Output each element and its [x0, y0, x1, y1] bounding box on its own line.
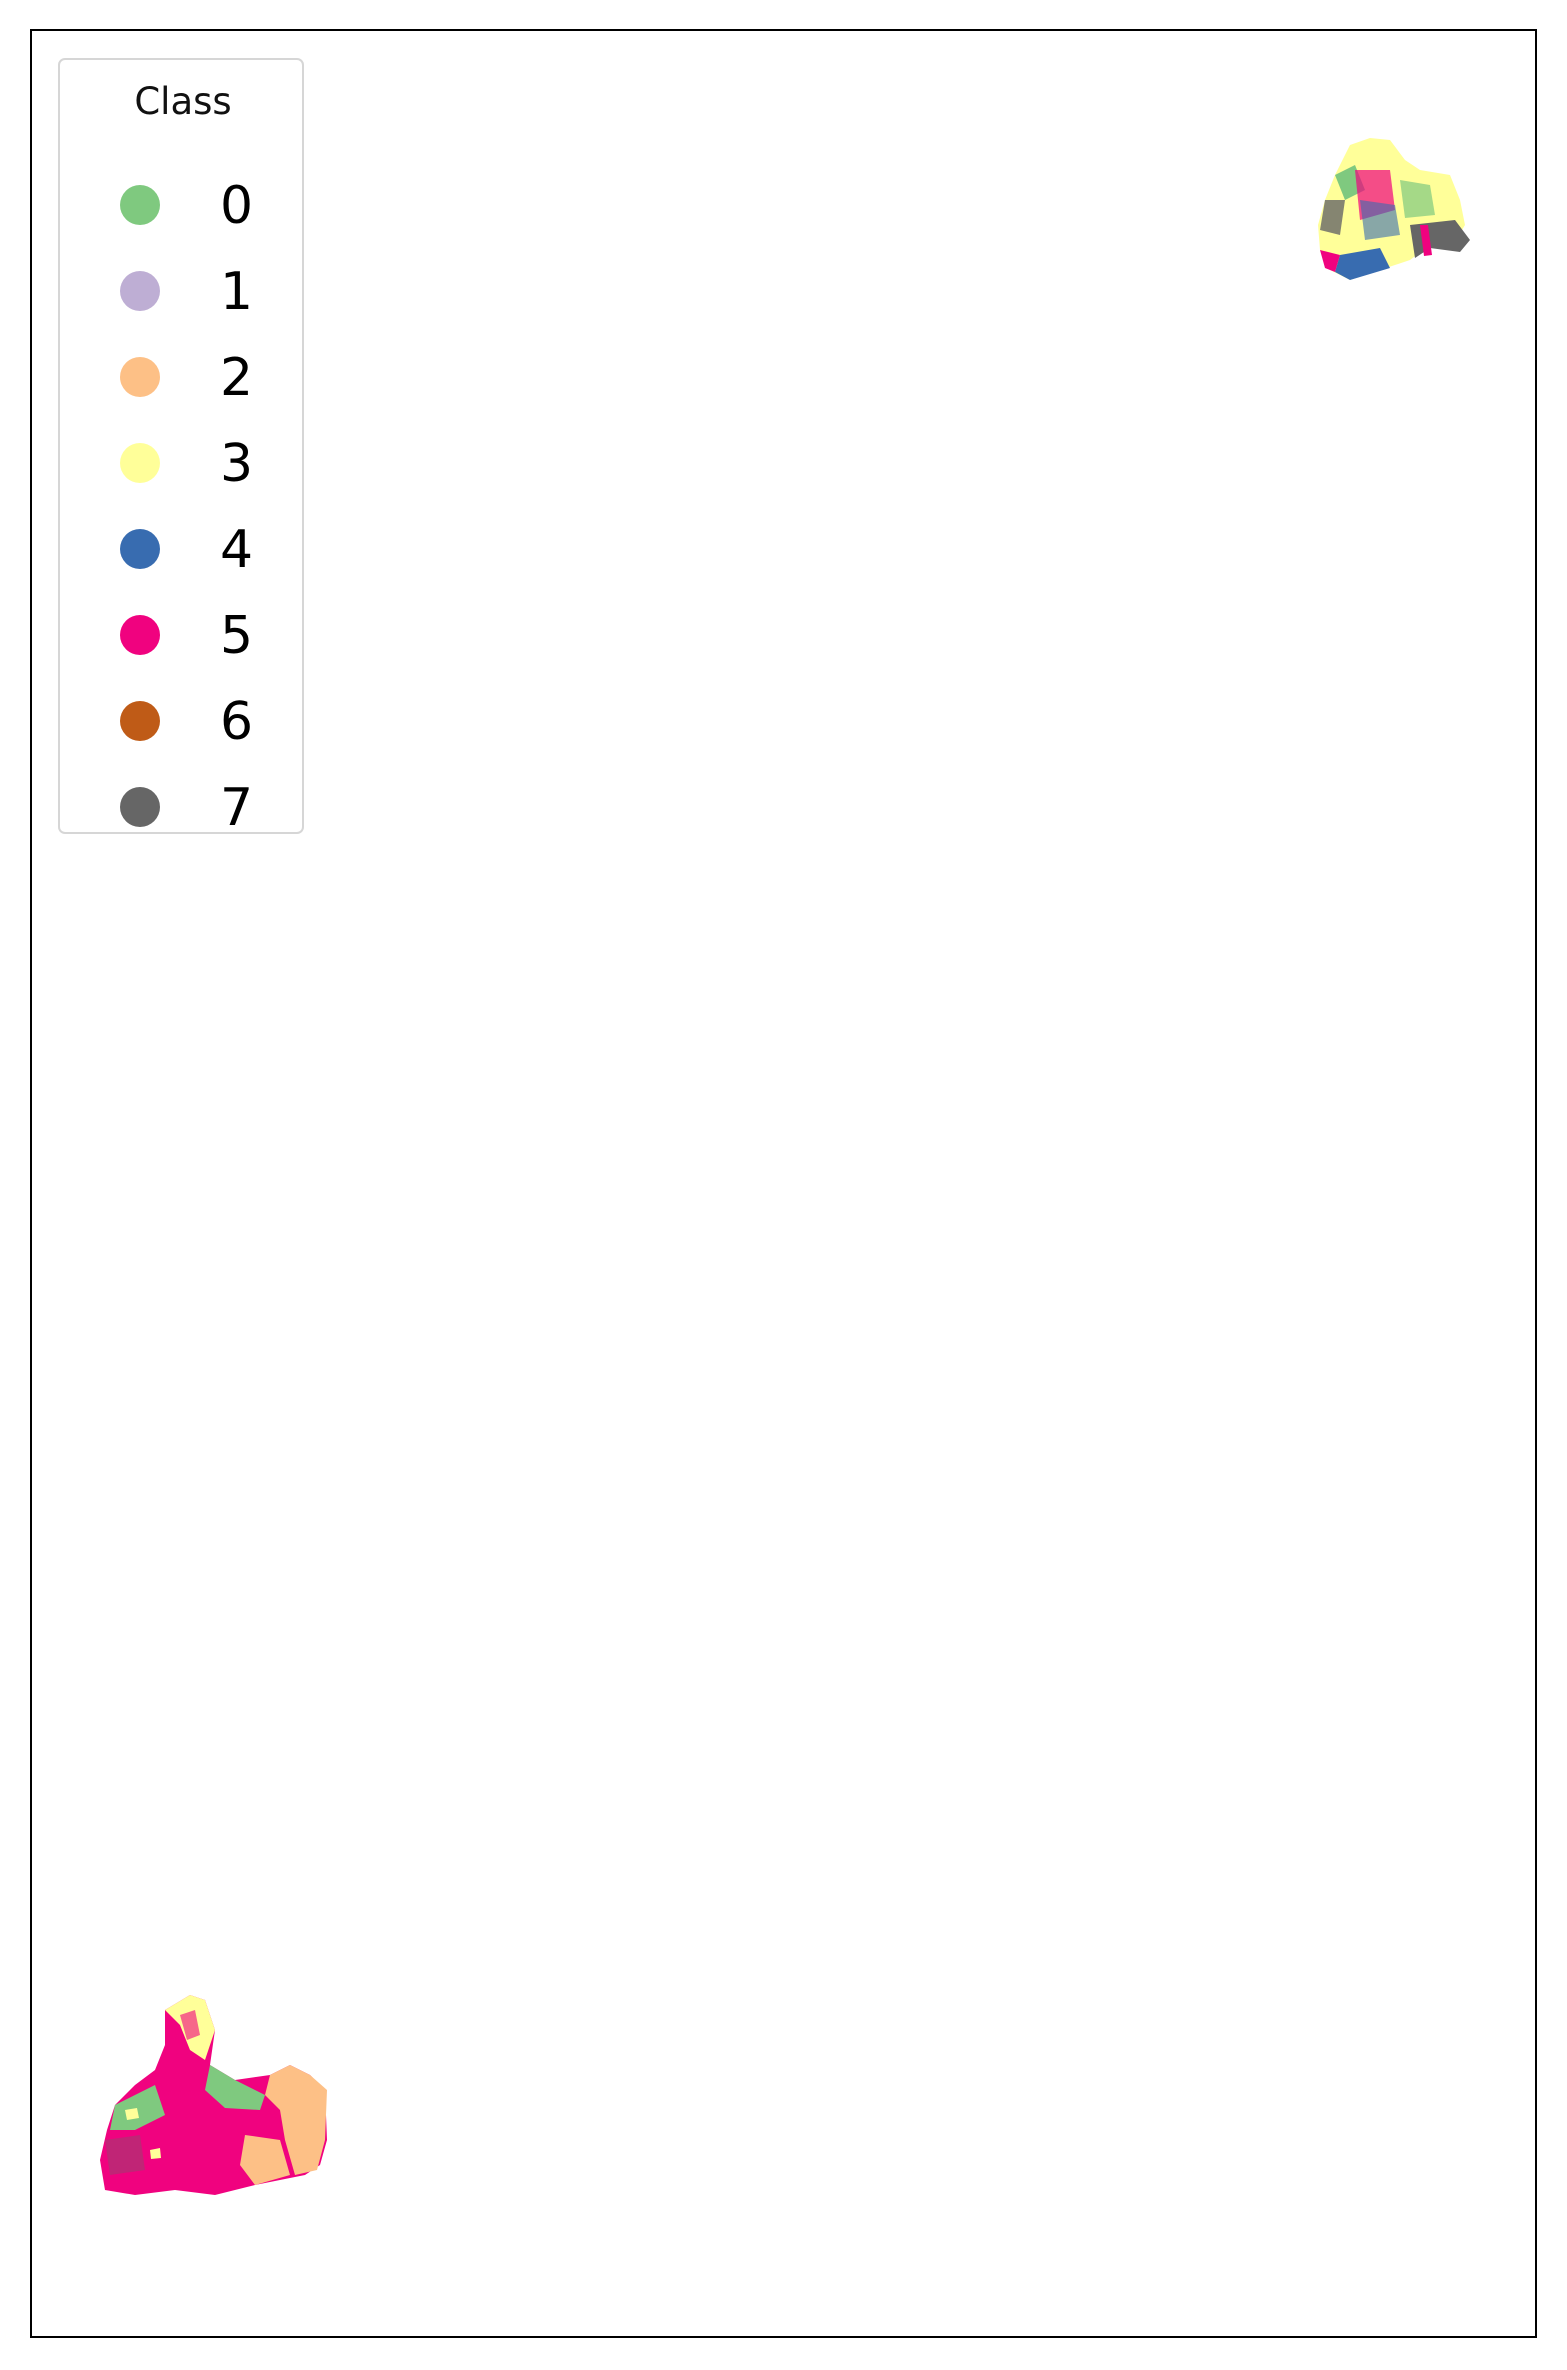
legend-title: Class — [134, 80, 232, 123]
legend-label-3: 3 — [220, 434, 254, 494]
region-bottom-left-peach-south — [240, 2135, 290, 2185]
legend-swatch-0 — [120, 185, 160, 225]
legend-label-6: 6 — [220, 692, 254, 752]
legend-item-1: 1 — [60, 262, 306, 322]
legend-swatch-4 — [120, 529, 160, 569]
region-top-right-blue — [1335, 248, 1390, 280]
legend-swatch-7 — [120, 787, 160, 827]
legend-label-4: 4 — [220, 520, 254, 580]
region-bottom-left-peach-east — [265, 2065, 327, 2175]
region-top-right — [1318, 138, 1470, 280]
legend-item-0: 0 — [60, 176, 306, 236]
legend-label-2: 2 — [220, 348, 254, 408]
region-bottom-left-yellow-spots — [125, 2108, 161, 2159]
region-bottom-left-neck-mix — [180, 2010, 200, 2040]
legend-item-4: 4 — [60, 520, 306, 580]
legend-label-1: 1 — [220, 262, 254, 322]
legend-item-5: 5 — [60, 606, 306, 666]
legend-swatch-3 — [120, 443, 160, 483]
region-bottom-left-west-mix — [105, 2135, 145, 2175]
legend-swatch-2 — [120, 357, 160, 397]
legend-swatch-6 — [120, 701, 160, 741]
region-top-right-magenta — [1320, 250, 1340, 272]
legend-label-0: 0 — [220, 176, 254, 236]
legend-label-7: 7 — [220, 778, 254, 838]
region-bottom-left — [100, 1995, 327, 2195]
legend: Class 0 1 2 3 4 5 6 7 — [58, 58, 306, 838]
region-top-right-mix2 — [1360, 200, 1400, 240]
region-bottom-left-green-west — [110, 2085, 165, 2130]
legend-label-5: 5 — [220, 606, 254, 666]
region-top-right-stripe — [1420, 225, 1432, 256]
legend-swatch-5 — [120, 615, 160, 655]
legend-item-7: 7 — [60, 778, 306, 838]
region-top-right-mix4 — [1320, 200, 1345, 235]
legend-item-2: 2 — [60, 348, 306, 408]
legend-item-6: 6 — [60, 692, 306, 752]
region-top-right-mix3 — [1400, 180, 1435, 218]
region-bottom-left-green-north — [205, 2065, 265, 2110]
legend-swatch-1 — [120, 271, 160, 311]
legend-item-3: 3 — [60, 434, 306, 494]
